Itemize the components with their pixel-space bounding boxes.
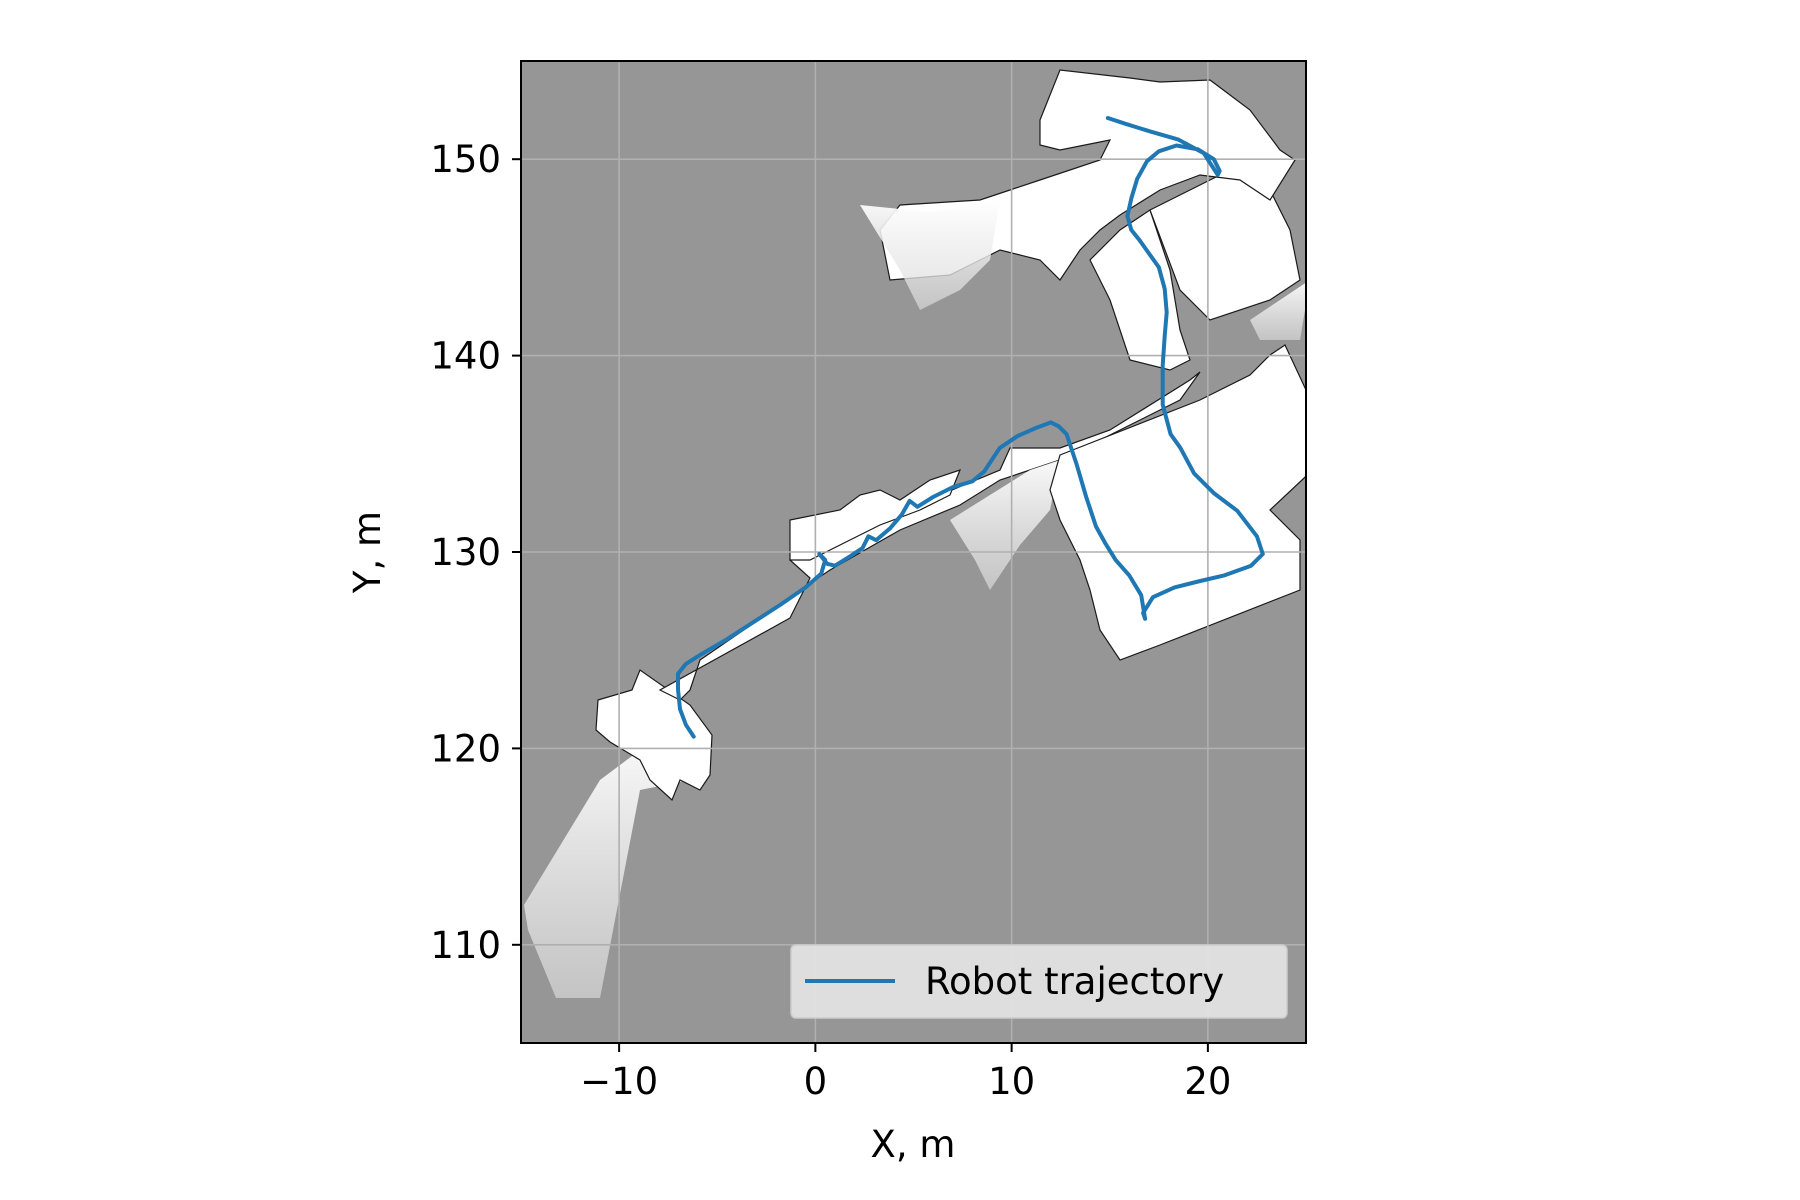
y-tick-label: 140: [430, 335, 501, 378]
y-axis-label: Y, m: [346, 511, 389, 594]
map-scan-fan-top-left: [860, 200, 1000, 310]
y-tick-label: 150: [430, 138, 501, 181]
map-scan-fan-right: [1250, 282, 1306, 340]
x-tick-label: 20: [1184, 1060, 1231, 1103]
y-axis-ticks: 110 120 130 140 150: [430, 138, 521, 967]
x-tick-label: 0: [804, 1060, 828, 1103]
map-room-corridor-mid: [789, 469, 962, 561]
y-tick-label: 120: [430, 727, 501, 770]
legend: Robot trajectory: [790, 944, 1288, 1019]
x-tick-label: −10: [580, 1060, 658, 1103]
grid-lines: [521, 61, 1306, 1043]
x-axis-ticks: −10 0 10 20: [580, 1043, 1231, 1103]
series-line-robot-trajectory: [676, 116, 1265, 739]
map-scan-fan-lower-left: [524, 740, 690, 998]
x-tick-label: 10: [988, 1060, 1035, 1103]
y-tick-label: 130: [430, 531, 501, 574]
x-axis-label: X, m: [871, 1123, 956, 1166]
legend-box: [790, 944, 1288, 1019]
map-room-right: [1049, 344, 1306, 661]
legend-label-robot-trajectory: Robot trajectory: [925, 960, 1224, 1003]
map-room-lower-left: [595, 669, 713, 802]
map-scan-fan-mid: [950, 460, 1060, 590]
y-tick-label: 110: [430, 924, 501, 967]
